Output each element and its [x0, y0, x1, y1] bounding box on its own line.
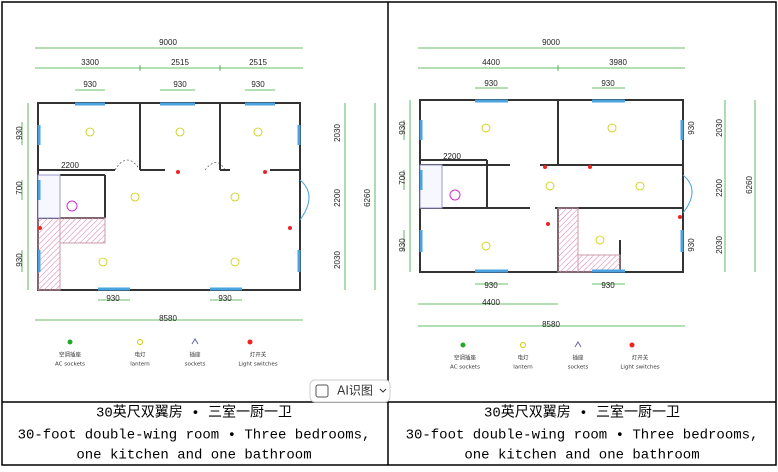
legend-label: 电灯: [517, 354, 529, 362]
caption-title: 30英尺双翼房 • 三室一厨一卫: [484, 404, 680, 422]
floor-plan: [21, 47, 376, 345]
dimension-label: 700: [398, 171, 407, 185]
dimension-label: 930: [173, 80, 187, 89]
dimension-label: 700: [15, 181, 24, 195]
dimension-label: 930: [83, 80, 97, 89]
dimension-label: 2030: [333, 251, 342, 269]
dimension-label: 930: [398, 121, 407, 135]
caption-text: 30-foot double-wing room • Three bedroom…: [18, 428, 371, 444]
dimension-label: 930: [106, 294, 120, 303]
dimension-label: 9000: [159, 38, 177, 47]
caption-text: 30-foot double-wing room • Three bedroom…: [406, 428, 759, 444]
ai-button-label[interactable]: AI识图: [337, 384, 373, 398]
dimension-label: 930: [484, 79, 498, 88]
dimension-label: 2030: [333, 124, 342, 142]
dimension-label: 930: [601, 281, 615, 290]
dimension-label: 3300: [81, 58, 99, 67]
legend-label: 灯开关: [632, 354, 649, 362]
dimension-label: 4400: [482, 298, 500, 307]
dimension-label: 2030: [715, 236, 724, 254]
dimension-label: 930: [687, 121, 696, 135]
dimension-label: 2030: [715, 119, 724, 137]
legend-label: Light switches: [238, 362, 277, 368]
legend-label: sockets: [568, 365, 589, 371]
legend-label: 电灯: [134, 351, 146, 359]
legend-label: AC sockets: [55, 362, 85, 368]
dimension-label: 930: [15, 126, 24, 140]
dimension-label: 2200: [715, 179, 724, 197]
dimension-label: 930: [218, 294, 232, 303]
legend-label: lantern: [513, 365, 533, 371]
dimension-label: 930: [601, 79, 615, 88]
caption-text: one kitchen and one bathroom: [464, 448, 699, 464]
floor-plan: [403, 47, 756, 348]
dimension-label: 930: [251, 80, 265, 89]
legend-label: sockets: [185, 362, 206, 368]
legend-label: 插座: [572, 354, 584, 362]
legend-label: 灯开关: [250, 351, 267, 359]
dimension-label: 3980: [609, 58, 627, 67]
dimension-label: 6260: [363, 189, 372, 207]
caption-text: one kitchen and one bathroom: [76, 448, 311, 464]
legend-label: 插座: [189, 351, 201, 359]
dimension-label: 8580: [542, 320, 560, 329]
dimension-label: 2200: [61, 161, 79, 170]
dimension-label: 2515: [249, 58, 267, 67]
dimension-label: 930: [15, 253, 24, 267]
legend-label: lantern: [130, 362, 150, 368]
legend-label: 空调插座: [59, 351, 82, 359]
dimension-label: 2200: [443, 152, 461, 161]
dimension-label: 2200: [333, 189, 342, 207]
dimension-label: 4400: [482, 58, 500, 67]
dimension-label: 2515: [171, 58, 189, 67]
dimension-label: 8580: [159, 314, 177, 323]
dimension-label: 6260: [745, 176, 754, 194]
legend-label: AC sockets: [450, 365, 480, 371]
legend-label: Light switches: [620, 365, 659, 371]
dimension-label: 930: [398, 238, 407, 252]
caption-title: 30英尺双翼房 • 三室一厨一卫: [96, 404, 292, 422]
dimension-label: 9000: [542, 38, 560, 47]
legend-label: 空调插座: [454, 354, 477, 362]
dimension-label: 930: [687, 238, 696, 252]
dimension-label: 930: [484, 281, 498, 290]
ai-button[interactable]: [309, 379, 391, 403]
